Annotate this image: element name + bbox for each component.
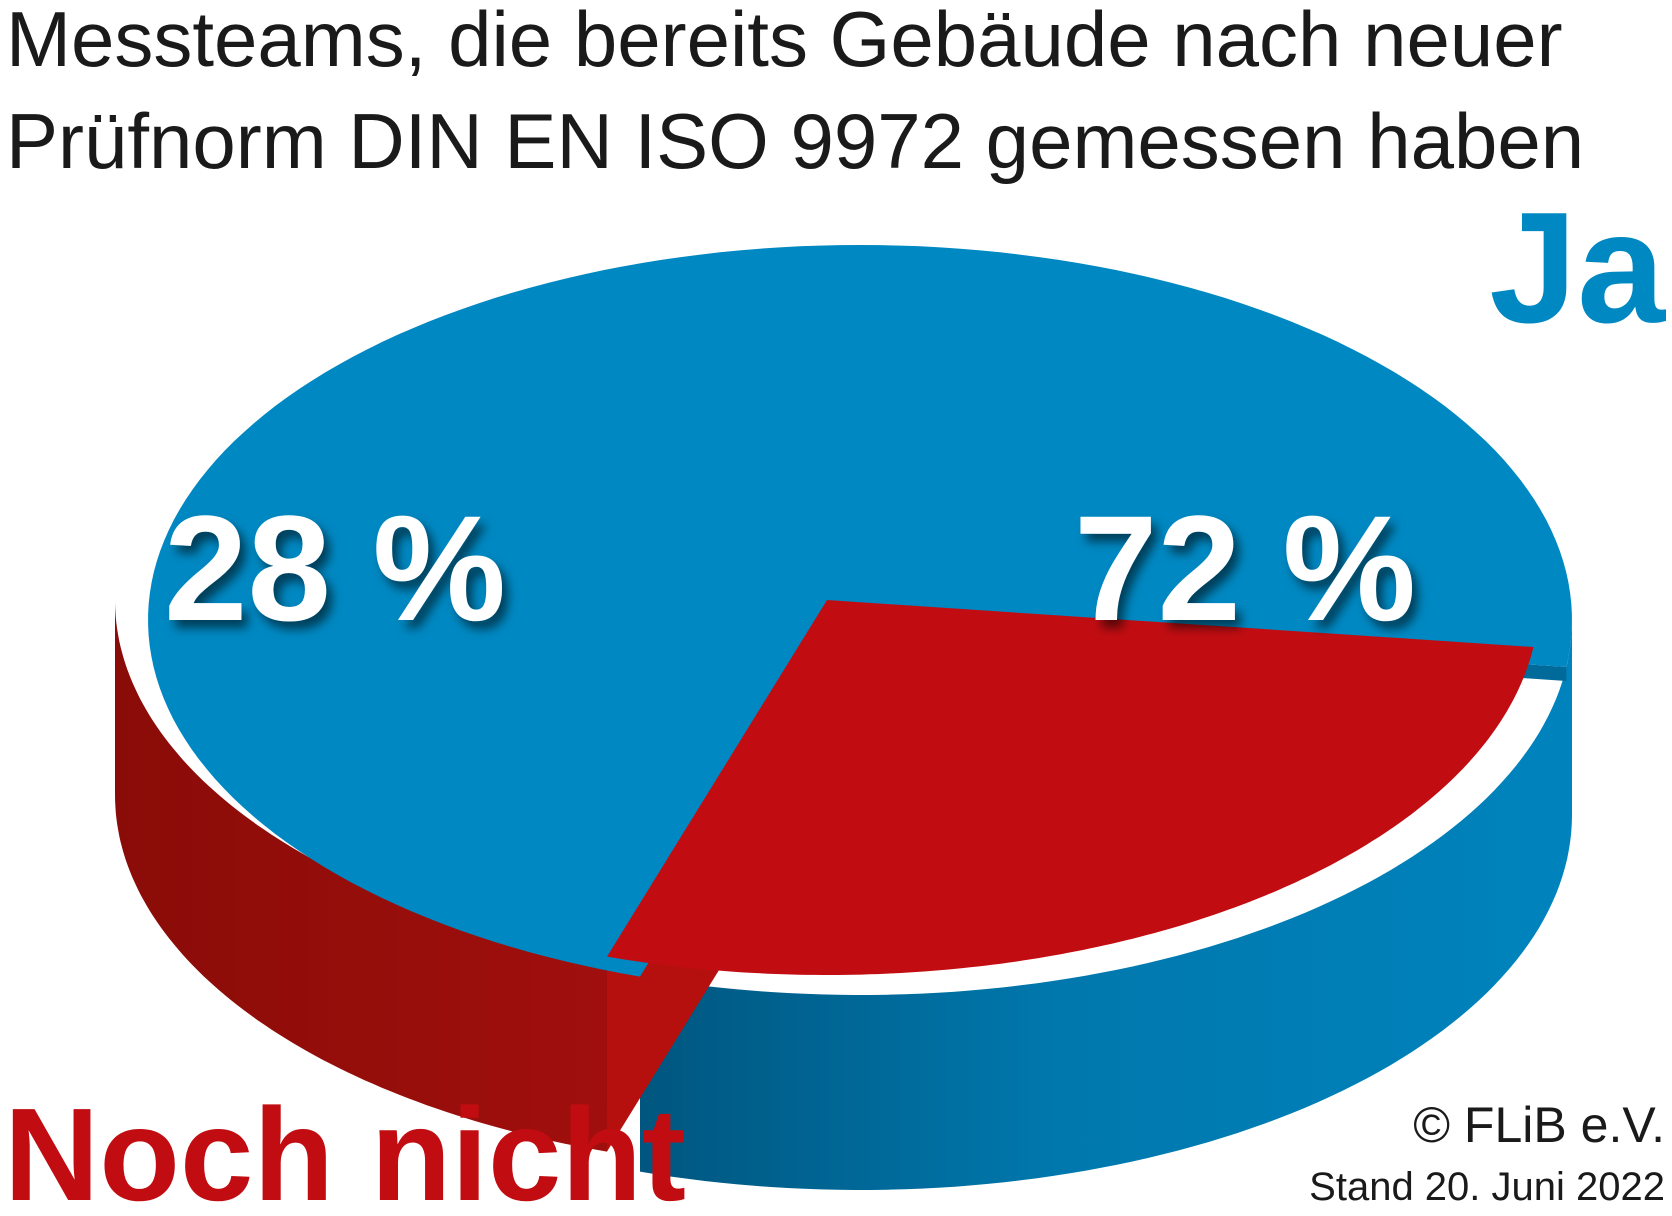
- legend-noch-nicht: Noch nicht: [4, 1081, 686, 1216]
- slice-side-ja: [640, 620, 1572, 1190]
- legend-ja: Ja: [1489, 180, 1666, 356]
- slice-side-noch-nicht: [115, 600, 607, 1152]
- chart-title-line-2: Prüfnorm DIN EN ISO 9972 gemessen haben: [6, 97, 1584, 185]
- date-note: Stand 20. Juni 2022: [1309, 1165, 1665, 1209]
- value-label-noch-nicht: 28 %: [164, 484, 506, 652]
- copyright-note: © FLiB e.V.: [1413, 1097, 1665, 1153]
- value-label-ja: 72 %: [1074, 484, 1416, 652]
- slice-noch-nicht: [607, 600, 1534, 975]
- chart-title-line-1: Messteams, die bereits Gebäude nach neue…: [6, 0, 1563, 83]
